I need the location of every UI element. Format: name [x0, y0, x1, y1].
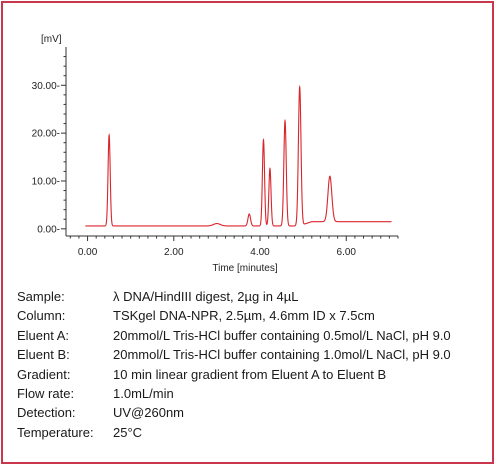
info-key: Sample:	[17, 289, 65, 304]
info-key: Eluent A:	[17, 327, 70, 343]
info-value: 25°C	[113, 424, 143, 440]
info-key: Temperature:	[17, 424, 94, 440]
info-key: Flow rate:	[17, 385, 75, 401]
y-tick-label: 0.00-	[37, 224, 60, 235]
info-row-gradient: Gradient: 10 min linear gradient from El…	[17, 365, 487, 384]
x-tick-label: 2.00	[164, 247, 184, 258]
y-axis-label: [mV]	[41, 34, 62, 45]
info-value: λ DNA/HindIII digest, 2µg in 4µL	[113, 289, 299, 304]
info-row-column: Column: TSKgel DNA-NPR, 2.5µm, 4.6mm ID …	[17, 306, 487, 325]
info-key: Gradient:	[17, 366, 71, 382]
x-tick-label: 0.00	[78, 247, 98, 258]
info-value: TSKgel DNA-NPR, 2.5µm, 4.6mm ID x 7.5cm	[113, 308, 375, 324]
info-row-eluent-b: Eluent B: 20mmol/L Tris-HCl buffer conta…	[17, 345, 487, 364]
info-value: 20mmol/L Tris-HCl buffer containing 0.5m…	[113, 327, 451, 343]
y-tick-label: 20.00-	[32, 129, 60, 140]
method-conditions: Sample: λ DNA/HindIII digest, 2µg in 4µL…	[17, 287, 487, 442]
y-tick-label: 30.00-	[32, 81, 60, 92]
x-tick-label: 4.00	[250, 247, 270, 258]
info-key: Detection:	[17, 405, 76, 421]
info-value: 10 min linear gradient from Eluent A to …	[113, 366, 387, 382]
info-row-flow-rate: Flow rate: 1.0mL/min	[17, 384, 487, 403]
info-value: 20mmol/L Tris-HCl buffer containing 1.0m…	[113, 347, 451, 363]
y-tick-label: 10.00-	[32, 176, 60, 187]
info-key: Eluent B:	[17, 347, 70, 363]
chart-ticks: 0.00- 10.00- 20.00- 30.00- 0.00 2.00 4.00 6.00	[32, 56, 399, 258]
chromatogram-chart: 0.00-10.00-20.00-30.00-0.00 2.00 4.00 6.00 …	[32, 34, 399, 274]
x-tick-label: 6.00	[337, 247, 357, 258]
info-value: UV@260nm	[113, 405, 185, 421]
info-row-detection: Detection: UV@260nm	[17, 403, 487, 422]
chromatogram-trace	[85, 84, 392, 227]
info-value: 1.0mL/min	[113, 385, 174, 401]
info-row-temperature: Temperature: 25°C	[17, 423, 487, 442]
x-axis-label: Time [minutes]	[212, 263, 277, 274]
info-key: Column:	[17, 308, 66, 324]
chart-axes	[65, 47, 398, 237]
info-row-eluent-a: Eluent A: 20mmol/L Tris-HCl buffer conta…	[17, 326, 487, 345]
info-row-sample: Sample: λ DNA/HindIII digest, 2µg in 4µL	[17, 287, 487, 306]
